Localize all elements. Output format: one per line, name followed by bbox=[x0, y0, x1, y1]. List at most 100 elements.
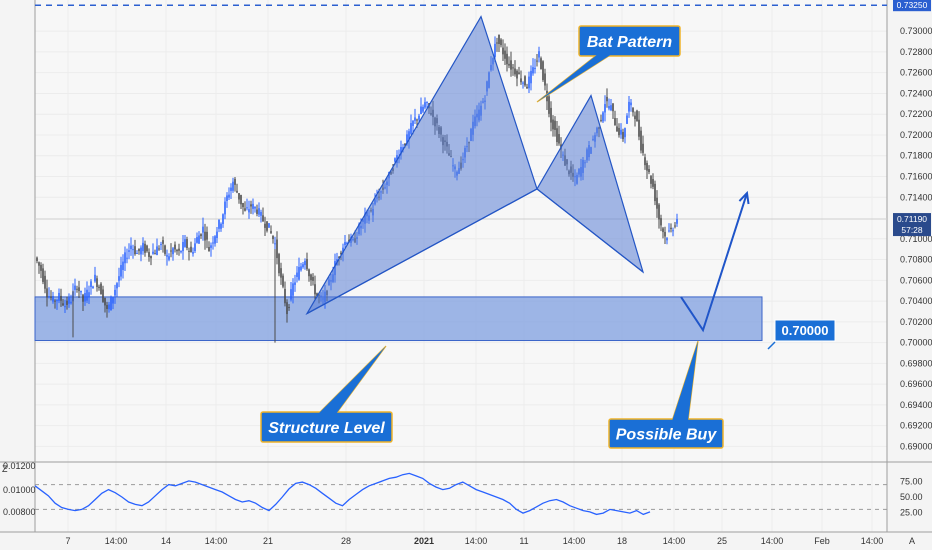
candle-body bbox=[496, 42, 498, 44]
candle-body bbox=[66, 300, 68, 305]
candle-body bbox=[662, 228, 664, 233]
candle-body bbox=[94, 274, 96, 282]
candle-body bbox=[616, 126, 618, 132]
candle-body bbox=[52, 296, 54, 302]
bat-pattern-callout-box bbox=[578, 25, 681, 57]
candle-body bbox=[50, 296, 52, 298]
candle-body bbox=[288, 306, 290, 308]
candle-body bbox=[246, 207, 248, 209]
candle-body bbox=[394, 158, 396, 162]
candle-body bbox=[180, 251, 182, 253]
candle-body bbox=[306, 259, 308, 270]
candle-body bbox=[166, 255, 168, 257]
candle-body bbox=[644, 157, 646, 166]
candle-body bbox=[534, 67, 536, 70]
structure-level-callout: Structure Level bbox=[260, 345, 393, 443]
candle-body bbox=[648, 169, 650, 173]
candle-body bbox=[620, 129, 622, 135]
time-tick-label: 14:00 bbox=[205, 536, 228, 546]
candle-body bbox=[120, 265, 122, 277]
candle-body bbox=[124, 252, 126, 264]
candle-body bbox=[286, 302, 288, 315]
candle-body bbox=[98, 286, 100, 289]
candle-body bbox=[108, 304, 110, 310]
price-tick-label: 0.72200 bbox=[900, 109, 932, 119]
candle-body bbox=[274, 243, 276, 245]
oscillator-right-tick: 25.00 bbox=[900, 508, 923, 518]
time-tick-label: 14:00 bbox=[465, 536, 488, 546]
candle-body bbox=[40, 264, 42, 271]
price-tick-label: 0.70800 bbox=[900, 255, 932, 265]
time-tick-label: 14:00 bbox=[105, 536, 128, 546]
candle-body bbox=[132, 249, 134, 251]
candle-body bbox=[280, 268, 282, 278]
bat-pattern-callout: Bat Pattern bbox=[536, 25, 681, 103]
candle-body bbox=[316, 293, 318, 297]
candle-body bbox=[266, 221, 268, 231]
candle-body bbox=[614, 118, 616, 126]
candle-body bbox=[178, 248, 180, 251]
candle-body bbox=[410, 123, 412, 134]
candle-body bbox=[260, 211, 262, 216]
price-tick-label: 0.69800 bbox=[900, 358, 932, 368]
candle-body bbox=[550, 107, 552, 123]
candle-body bbox=[502, 47, 504, 55]
candle-body bbox=[668, 230, 670, 232]
candle-body bbox=[292, 283, 294, 296]
candle-body bbox=[56, 299, 58, 302]
candle-body bbox=[500, 39, 502, 46]
price-tick-label: 0.69000 bbox=[900, 441, 932, 451]
candle-body bbox=[218, 219, 220, 229]
candle-body bbox=[518, 72, 520, 74]
time-tick-label: 11 bbox=[519, 536, 528, 546]
candle-body bbox=[308, 269, 310, 277]
candle-body bbox=[80, 290, 82, 293]
candle-body bbox=[86, 289, 88, 301]
candle-body bbox=[206, 231, 208, 240]
candle-body bbox=[498, 34, 500, 44]
candle-body bbox=[242, 203, 244, 208]
candle-body bbox=[188, 250, 190, 252]
candle-body bbox=[60, 295, 62, 301]
time-tick-label: 2021 bbox=[414, 536, 434, 546]
candle-body bbox=[82, 294, 84, 302]
candle-body bbox=[542, 61, 544, 80]
candle-body bbox=[494, 43, 496, 57]
candle-body bbox=[272, 236, 274, 240]
candle-body bbox=[278, 254, 280, 274]
candle-body bbox=[232, 181, 234, 191]
candle-body bbox=[214, 236, 216, 244]
price-tick-label: 0.72600 bbox=[900, 68, 932, 78]
candle-body bbox=[156, 246, 158, 255]
candle-body bbox=[148, 252, 150, 257]
candle-body bbox=[136, 253, 138, 255]
time-tick-label: 14:00 bbox=[563, 536, 586, 546]
candle-body bbox=[190, 246, 192, 253]
price-tick-label: 0.73000 bbox=[900, 26, 932, 36]
candle-body bbox=[210, 245, 212, 248]
candle-body bbox=[90, 281, 92, 288]
candle-body bbox=[634, 115, 636, 120]
candle-body bbox=[144, 243, 146, 253]
candle-body bbox=[558, 134, 560, 144]
candle-body bbox=[302, 264, 304, 268]
candle-body bbox=[600, 119, 602, 121]
price-tick-label: 0.69400 bbox=[900, 400, 932, 410]
candle-body bbox=[128, 250, 130, 252]
candle-body bbox=[208, 247, 210, 252]
candle-body bbox=[552, 119, 554, 130]
candle-body bbox=[158, 248, 160, 250]
candle-body bbox=[44, 275, 46, 289]
candle-body bbox=[116, 283, 118, 289]
time-tick-label: 14:00 bbox=[663, 536, 686, 546]
top-level-tag-label: 0.73250 bbox=[897, 0, 928, 10]
candle-body bbox=[530, 70, 532, 84]
candle-body bbox=[216, 231, 218, 239]
candle-body bbox=[296, 272, 298, 277]
candle-body bbox=[112, 296, 114, 304]
price-tick-label: 0.72000 bbox=[900, 130, 932, 140]
price-tick-label: 0.72800 bbox=[900, 47, 932, 57]
candle-body bbox=[140, 247, 142, 255]
candle-body bbox=[610, 105, 612, 111]
